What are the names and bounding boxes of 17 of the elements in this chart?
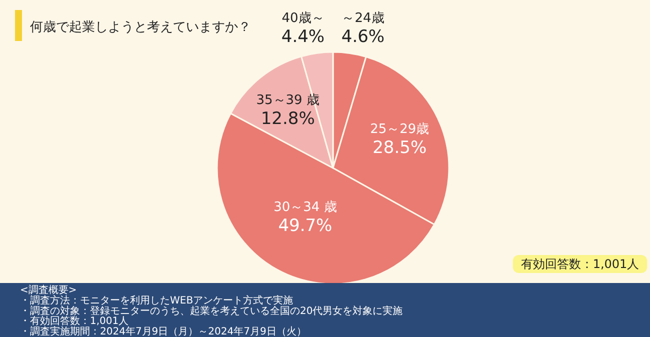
slice-label: 35～39 歳 xyxy=(256,93,320,108)
text: ・調査実施期間：2024年7月9日（月）～2024年7月9日（火） xyxy=(20,326,306,337)
slice-label: 40歳～ xyxy=(282,11,324,26)
data-label: 28.5% xyxy=(372,138,427,158)
slice-label: 30～34 歳 xyxy=(274,200,337,215)
slice-label: ～24歳 xyxy=(342,11,384,26)
slice-label: 25～29歳 xyxy=(370,122,430,137)
data-label: 4.4% xyxy=(281,27,325,47)
text: ・調査方法：モニターを利用したWEBアンケート方式で実施 xyxy=(20,294,294,306)
text: <調査概要> xyxy=(20,284,77,296)
text: ・調査の対象：登録モニターのうち、起業を考えている全国の20代男女を対象に実施 xyxy=(20,304,403,317)
text: 何歳で起業しようと考えていますか？ xyxy=(30,20,251,35)
text: 有効回答数：1,001人 xyxy=(520,257,640,271)
text: ・有効回答数：1,001人 xyxy=(20,315,129,328)
data-label: 4.6% xyxy=(341,27,385,47)
data-label: 49.7% xyxy=(278,216,332,236)
data-label: 12.8% xyxy=(260,109,315,130)
